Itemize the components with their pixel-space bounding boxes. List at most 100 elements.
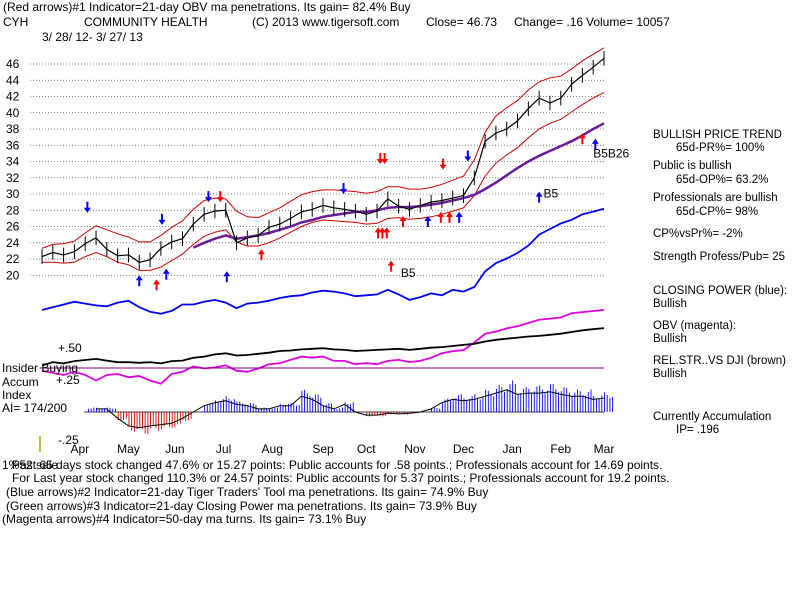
y-tick-label: 38 — [6, 122, 20, 136]
signal-arrow-shape — [162, 268, 170, 280]
bullish-trend-title: BULLISH PRICE TREND — [653, 129, 782, 141]
signal-arrow-shape — [216, 191, 224, 203]
x-tick-label: Apr — [70, 442, 89, 456]
moving-average-line — [192, 122, 605, 249]
signal-arrow — [399, 215, 407, 227]
signal-arrow — [424, 215, 432, 227]
lower-band-line — [42, 91, 605, 271]
x-tick-label: Sep — [312, 442, 334, 456]
signal-arrow — [83, 201, 91, 213]
signal-arrow — [578, 133, 586, 145]
change-value: Change= .16 — [514, 15, 584, 29]
signal-arrow-shape — [374, 227, 382, 239]
accum-scale-minus: -.25 — [58, 433, 79, 447]
accum-label: Accum — [2, 375, 39, 389]
x-tick-label: Dec — [453, 442, 474, 456]
signal-arrow — [439, 158, 447, 170]
signal-arrow — [135, 275, 143, 287]
signal-arrow — [445, 211, 453, 223]
chart-annotation: B5 — [543, 186, 558, 200]
y-tick-label: 40 — [6, 106, 20, 120]
op-value: 65d-OP%= 63.2% — [676, 174, 769, 186]
upper-band-line — [41, 47, 605, 249]
cp-value: 65d-CP%= 98% — [676, 206, 759, 218]
footer-line3: (Blue arrows)#2 Indicator=21-day Tiger T… — [6, 485, 489, 499]
y-tick-label: 42 — [6, 90, 20, 104]
signal-arrow-shape — [387, 260, 395, 272]
signal-arrow-shape — [204, 191, 212, 203]
footer-line1: Past 65 days stock changed 47.6% or 15.2… — [12, 458, 663, 472]
obv-value: Bullish — [653, 333, 687, 345]
signal-arrow-shape — [135, 275, 143, 287]
signal-arrow-shape — [153, 279, 161, 291]
signal-arrow-shape — [383, 227, 391, 239]
y-tick-label: 22 — [6, 252, 20, 266]
public-title: Public is bullish — [653, 160, 732, 172]
closing-power-line — [41, 207, 605, 315]
y-tick-label: 36 — [6, 138, 20, 152]
accum-average-line — [96, 389, 605, 429]
signal-arrow — [464, 150, 472, 162]
signal-arrow-shape — [223, 271, 231, 283]
y-tick-label: 44 — [6, 73, 20, 87]
obv-scale-label: +.50 — [58, 341, 82, 355]
chart-annotation: B5 — [401, 266, 416, 280]
signal-arrow — [158, 213, 166, 225]
y-tick-label: 46 — [6, 57, 20, 71]
signal-arrow-shape — [445, 211, 453, 223]
insider-buying-label: Insider Buying — [2, 361, 79, 375]
signal-arrow — [383, 227, 391, 239]
footer-line5: (Magenta arrows)#4 Indicator=50-day ma t… — [2, 512, 367, 526]
signal-arrow — [591, 138, 599, 150]
y-tick-label: 28 — [6, 203, 20, 217]
signal-arrow-shape — [437, 211, 445, 223]
index-label: Index — [2, 388, 32, 402]
signal-arrow — [257, 249, 265, 261]
x-tick-label: Feb — [550, 442, 571, 456]
strength-value: Strength Profess/Pub= 25 — [653, 251, 786, 263]
footer-line4: (Green arrows)#3 Indicator=21-day Closin… — [6, 499, 477, 513]
signal-arrow — [374, 227, 382, 239]
date-range: 3/ 28/ 12- 3/ 27/ 13 — [42, 30, 143, 44]
relstr-value: Bullish — [653, 368, 687, 380]
x-tick-label: Jun — [165, 442, 184, 456]
closing-power-title: CLOSING POWER (blue): — [653, 285, 788, 297]
obv-title: OBV (magenta): — [653, 320, 737, 332]
signal-arrow — [437, 211, 445, 223]
header-line1: (Red arrows)#1 Indicator=21-day OBV ma p… — [3, 0, 411, 14]
signal-arrow — [535, 191, 543, 203]
x-tick-label: Oct — [357, 442, 376, 456]
ip-value: IP= .196 — [676, 424, 720, 436]
prof-title: Professionals are bullish — [653, 192, 778, 204]
x-tick-label: Aug — [262, 442, 283, 456]
y-tick-label: 34 — [6, 155, 20, 169]
signal-arrow-shape — [399, 215, 407, 227]
accum-title: Currently Accumulation — [653, 411, 772, 423]
copyright: (C) 2013 www.tigersoft.com — [252, 15, 400, 29]
x-tick-label: Jan — [502, 442, 521, 456]
signal-arrow — [162, 268, 170, 280]
signal-arrow-shape — [381, 152, 389, 164]
obv-line — [41, 309, 605, 385]
signal-arrow-shape — [257, 249, 265, 261]
signal-arrow — [153, 279, 161, 291]
volume-value: Volume= 10057 — [586, 15, 670, 29]
signal-arrow — [204, 191, 212, 203]
signal-arrow — [455, 211, 463, 223]
closing-power-value: Bullish — [653, 298, 687, 310]
signal-arrow-shape — [455, 211, 463, 223]
close-value: Close= 46.73 — [426, 15, 498, 29]
company-name: COMMUNITY HEALTH — [84, 15, 208, 29]
signal-arrow — [216, 191, 224, 203]
accum-scale-plus: +.25 — [56, 373, 80, 387]
x-tick-label: Mar — [594, 442, 615, 456]
signal-arrow-shape — [424, 215, 432, 227]
signal-arrow-shape — [591, 138, 599, 150]
y-tick-label: 32 — [6, 171, 20, 185]
price-line — [41, 57, 605, 263]
relstr-line — [41, 327, 605, 367]
signal-arrow — [378, 227, 386, 239]
signal-arrow-shape — [464, 150, 472, 162]
signal-arrow-shape — [376, 152, 384, 164]
signal-arrow-shape — [578, 133, 586, 145]
